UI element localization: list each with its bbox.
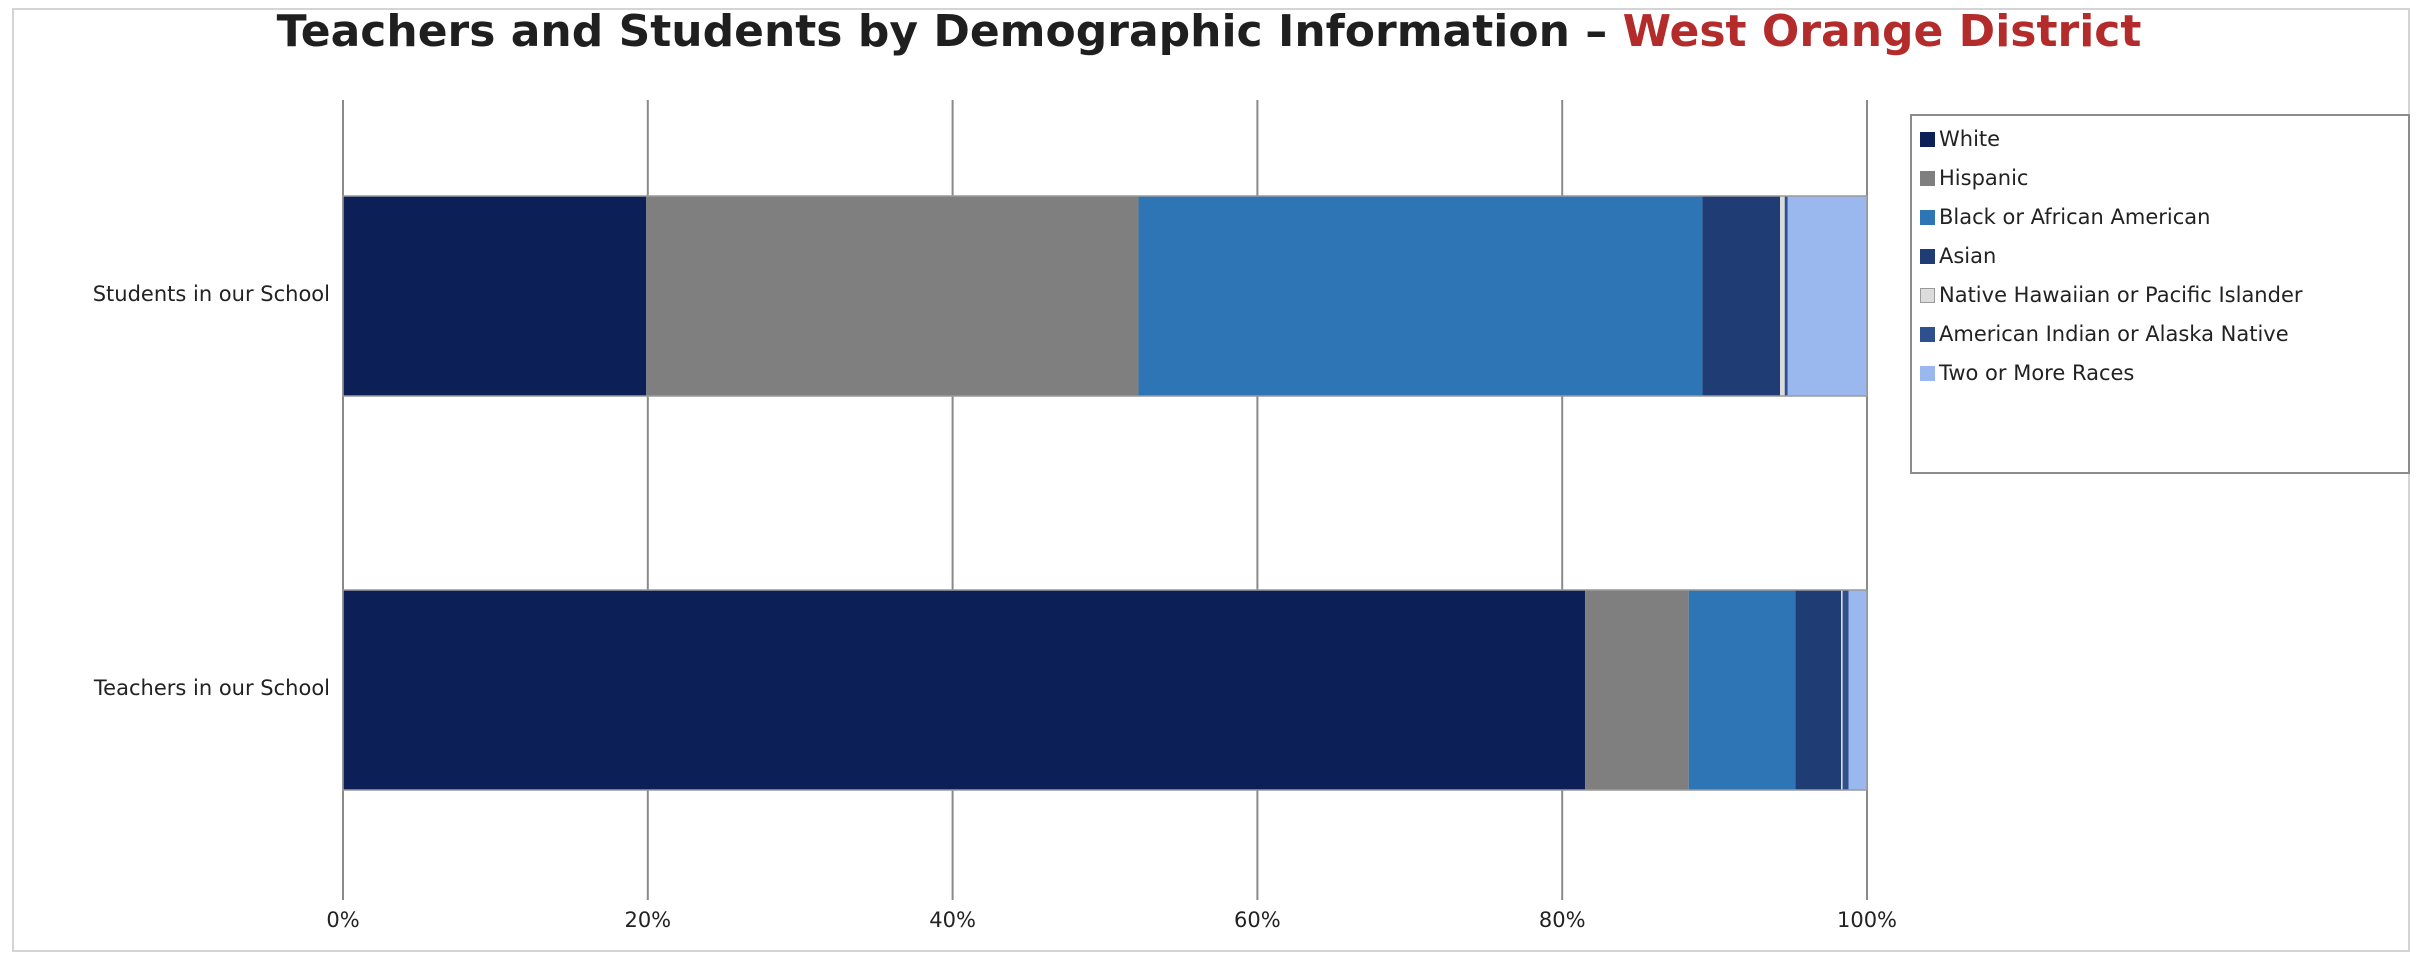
legend-item: White [1920,122,2000,156]
legend-item: Asian [1920,239,1996,273]
legend-label: Native Hawaiian or Pacific Islander [1939,283,2303,307]
category-label: Teachers in our School [93,676,330,700]
x-tick-label: 20% [624,908,672,932]
bar-segment [1795,590,1842,790]
bar-segment [1787,196,1867,396]
bar-segment [1780,196,1785,396]
legend-item: Black or African American [1920,200,2210,234]
legend-label: Black or African American [1939,205,2211,229]
legend-swatch [1920,170,1935,186]
legend-swatch [1920,209,1935,225]
chart-title-district: West Orange District [1622,6,2142,57]
bar-segment [1842,590,1849,790]
bar-segment [343,196,647,396]
legend-label: Hispanic [1939,166,2029,190]
legend-swatch [1920,365,1935,381]
legend-swatch [1920,326,1935,342]
x-tick-label: 40% [929,908,976,932]
legend-label: American Indian or Alaska Native [1939,322,2289,346]
category-label: Students in our School [92,282,330,306]
bar-segment [1848,590,1867,790]
x-tick-label: 100% [1836,908,1898,932]
legend-item: Two or More Races [1920,356,2134,390]
legend: White Hispanic Black or African American As… [1910,114,2410,474]
bar-segment [1138,196,1703,396]
x-tick-label: 60% [1234,908,1281,932]
legend-item: Native Hawaiian or Pacific Islander [1920,278,2303,312]
legend-label: White [1939,127,2001,151]
bar-outline [342,195,1868,397]
legend-swatch [1920,131,1935,147]
chart-title-main: Teachers and Students by Demographic Inf… [276,6,1623,57]
bar-segment [1688,590,1796,790]
chart-title: Teachers and Students by Demographic Inf… [0,6,2418,57]
legend-swatch [1920,248,1935,264]
bar-outline [342,589,1868,791]
x-tick-label: 0% [326,908,360,932]
legend-label: Two or More Races [1939,361,2135,385]
x-tick-label: 80% [1538,908,1586,932]
legend-label: Asian [1939,244,1997,268]
legend-item: American Indian or Alaska Native [1920,317,2289,351]
bar-segment [1841,590,1843,790]
bar-segment [1702,196,1781,396]
bar-segment [1585,590,1689,790]
bar-segment [343,590,1586,790]
bar-segment [646,196,1139,396]
legend-swatch [1920,287,1935,303]
legend-item: Hispanic [1920,161,2028,195]
bar-segment [1784,196,1788,396]
